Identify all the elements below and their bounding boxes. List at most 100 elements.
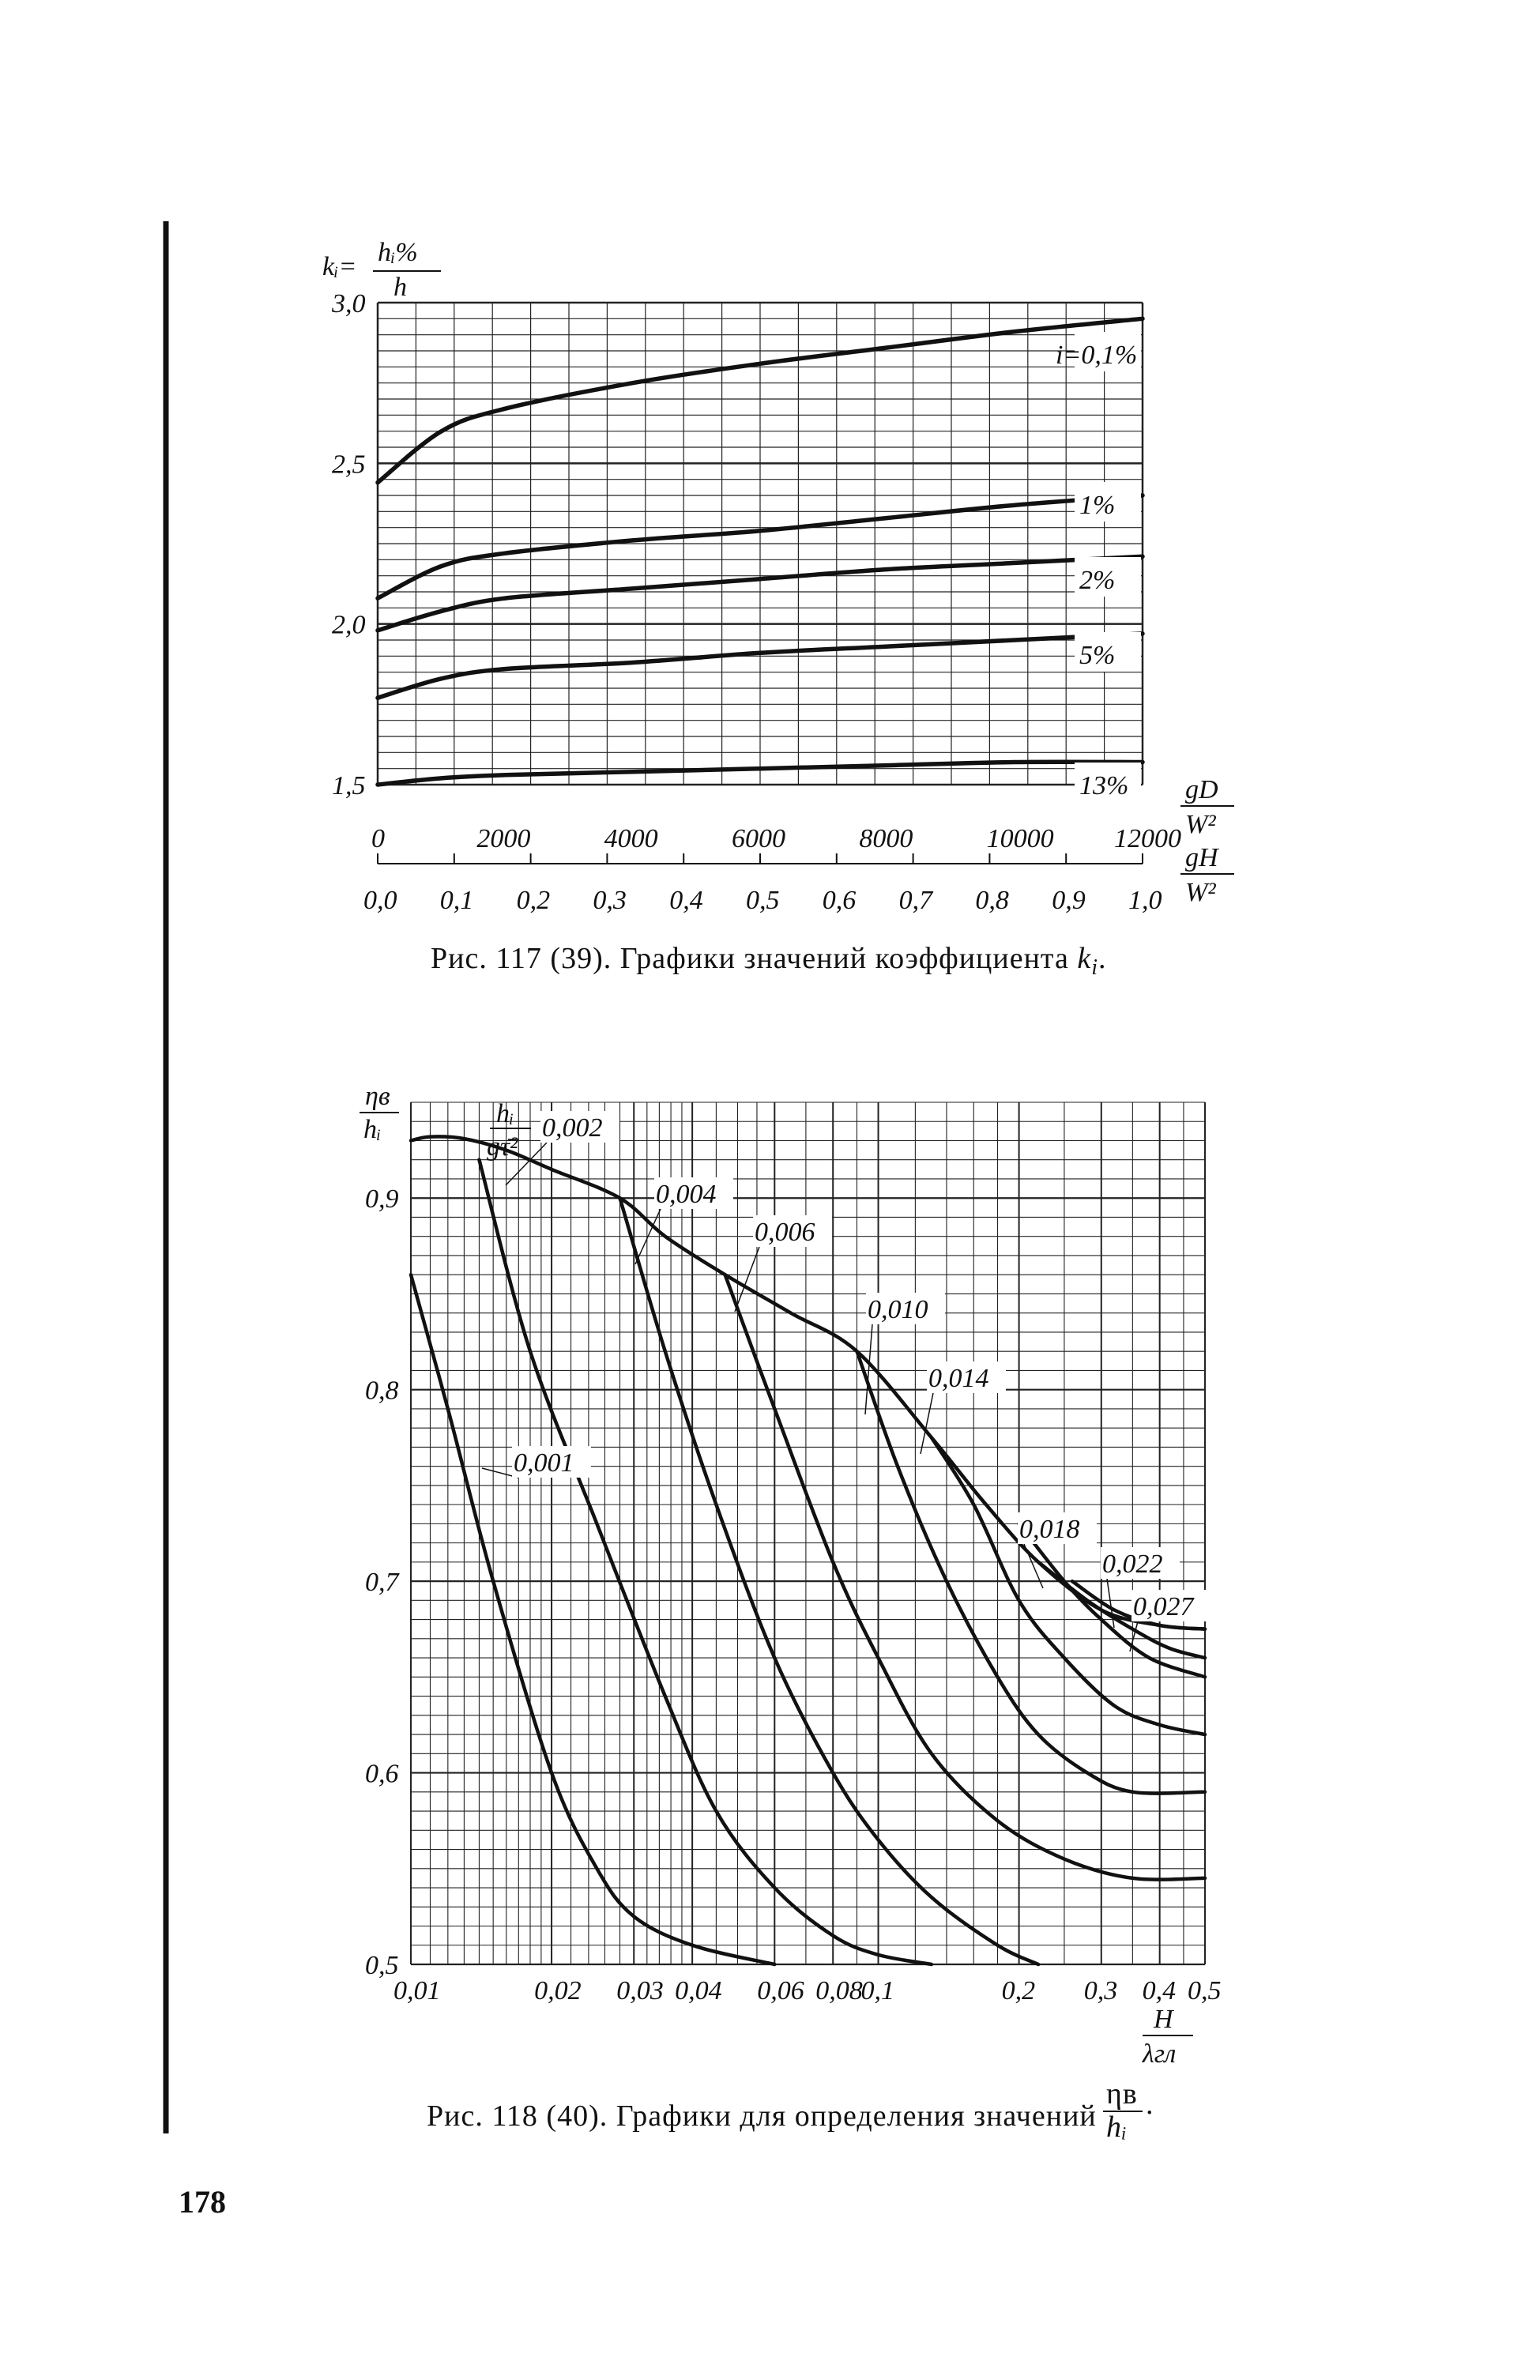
figure-118-x-tick-label: 0,03 <box>616 1976 664 2005</box>
figure-117-x-tick-label: 12000 <box>1114 824 1181 853</box>
figure-118-series-label-bg <box>1131 1590 1211 1621</box>
figure-117-caption-prefix: Рис. 117 (39). Графики значений коэффици… <box>431 942 1077 975</box>
figure-117-x-tick-label: 6000 <box>732 824 785 853</box>
figure-118-series-line <box>409 1272 777 1967</box>
figure-118-x-tick-label: 0,01 <box>393 1976 441 2005</box>
figure-118-series-line <box>1017 1522 1207 1679</box>
figure-117-x1-unit-num: gD <box>1185 775 1218 804</box>
figure-117-x-tick-label: 4000 <box>604 824 658 853</box>
figure-117-ylabel-top: kᵢ= <box>322 252 356 281</box>
figure-117-caption-subscript: i <box>1091 955 1098 980</box>
figure-118-label-leader <box>1106 1578 1115 1629</box>
figure-118-series-label-bg <box>866 1293 945 1324</box>
figure-118-x-tick-label: 0,06 <box>757 1976 804 2005</box>
figure-118-x-tick-label: 0,08 <box>815 1976 863 2005</box>
figure-118-y-tick-label: 0,6 <box>365 1760 399 1789</box>
figure-117-grid <box>376 301 1144 786</box>
figure-117-ticks: 1,5 2,0 2,5 3,0 0 2000 4000 6000 8000 10000 12000 0… <box>331 289 1181 915</box>
figure-117-series-label-bg <box>1075 557 1141 597</box>
figure-117-series-line <box>375 554 1145 633</box>
figure-118-caption-frac-den: hᵢ <box>1106 2111 1128 2144</box>
figure-117-series-line <box>375 759 1145 787</box>
figure-118-series-label: 0,014 <box>928 1364 989 1393</box>
figure-118-series-label-bg <box>753 1215 832 1247</box>
figure-118-label-leader <box>1023 1543 1044 1589</box>
figure-118: 0,50,60,70,80,90,01 0,02 0,03 0,04 0,06 0,080… <box>360 1082 1222 2144</box>
figure-118-series-label-bg <box>654 1177 733 1209</box>
figure-117-series-label-bg <box>1075 482 1141 522</box>
figure-117-x2-tick-label: 0,8 <box>975 886 1009 915</box>
figure-117-series-label-bg <box>1075 632 1141 672</box>
figure-117-series-line <box>375 493 1145 601</box>
figure-118-series-label: 0,001 <box>514 1448 574 1478</box>
figure-118-x-tick-label: 0,1 <box>861 1976 895 2005</box>
figure-118-y-tick-label: 0,7 <box>365 1568 401 1597</box>
figure-117-caption-symbol: k <box>1077 942 1091 975</box>
figure-117-x2-tick-label: 0,6 <box>823 886 857 915</box>
figure-117-y-tick-label: 2,5 <box>332 450 366 479</box>
figure-118-x-tick-label: 0,04 <box>675 1976 722 2005</box>
figure-118-caption-prefix: Рис. 118 (40). Графики для определения з… <box>427 2099 1097 2133</box>
figure-118-xlabel-den: λгл <box>1142 2039 1176 2069</box>
figure-118-x-tick-label: 0,5 <box>1188 1976 1222 2005</box>
figure-118-series-line <box>618 1196 1041 1967</box>
figure-117-series-label: i=0,1% <box>1056 341 1137 370</box>
figure-117-series-label: 1% <box>1079 491 1115 520</box>
figure-118-x-tick-label: 0,02 <box>534 1976 582 2005</box>
figure-118-series-line <box>855 1349 1207 1795</box>
figure-118-curves <box>409 1135 1207 1967</box>
figure-117-y-tick-label: 1,5 <box>332 771 366 800</box>
figure-118-param-num: hᵢ <box>496 1099 514 1128</box>
figure-117-series-label: 5% <box>1079 641 1115 670</box>
figure-118-x-tick-label: 0,3 <box>1084 1976 1118 2005</box>
figure-118-series-line <box>477 1158 934 1967</box>
figure-117-x2-tick-label: 0,9 <box>1052 886 1086 915</box>
figure-117-series-line <box>375 631 1145 700</box>
figure-118-series-label: 0,010 <box>868 1295 928 1324</box>
figure-118-series-line <box>929 1436 1207 1737</box>
figure-117-x-tick-label: 2000 <box>476 824 530 853</box>
figure-117-x2-tick-label: 0,0 <box>363 886 397 915</box>
figure-117-series-line <box>375 316 1145 485</box>
figure-118-series-label-bg <box>540 1111 619 1143</box>
figure-118-x-tick-label: 0,4 <box>1143 1976 1177 2005</box>
figure-118-label-leader <box>864 1324 873 1415</box>
figure-118-series-label-bg <box>512 1446 591 1478</box>
figure-118-series-label: 0,022 <box>1102 1550 1163 1579</box>
figure-118-grid <box>410 1102 1206 1966</box>
figure-117-x2-tick-label: 0,5 <box>746 886 780 915</box>
figure-117-x-tick-label: 8000 <box>859 824 913 853</box>
figure-118-series-label: 0,006 <box>755 1218 815 1247</box>
figure-117-caption-suffix: . <box>1098 942 1107 975</box>
figure-118-series-line <box>409 1135 1207 1631</box>
figure-118-caption-suffix: . <box>1146 2088 1154 2121</box>
figure-117-series-label: 2% <box>1079 566 1115 595</box>
figure-118-caption: Рис. 118 (40). Графики для определения з… <box>427 2099 1097 2133</box>
figure-117-x-tick-label: 10000 <box>987 824 1054 853</box>
figure-118-label-leader <box>505 1142 548 1186</box>
figure-117-x2-tick-label: 0,3 <box>593 886 627 915</box>
figure-118-ylabel-num: ηв <box>365 1082 390 1111</box>
figure-117: i=0,1% 1% 2% 5% 13% 1,5 2,0 2,5 3,0 0 2000 4000 600… <box>322 238 1234 980</box>
figure-117-series-label: 13% <box>1079 771 1128 800</box>
figure-117-x1-unit-den: W² <box>1185 810 1216 839</box>
figure-118-label-leader <box>1129 1621 1139 1652</box>
figure-118-x-tick-label: 0,2 <box>1002 1976 1036 2005</box>
figure-117-caption: Рис. 117 (39). Графики значений коэффици… <box>431 942 1107 980</box>
figure-117-x2-tick-label: 0,1 <box>440 886 474 915</box>
figure-117-x2-unit-den: W² <box>1185 878 1216 907</box>
figure-118-label-leader <box>634 1208 661 1265</box>
figure-118-ylabel-den: hᵢ <box>363 1115 381 1144</box>
figure-118-caption-frac-num: ηв <box>1106 2077 1138 2111</box>
figure-118-y-tick-label: 0,9 <box>365 1184 399 1214</box>
figure-117-x2-unit-num: gH <box>1185 843 1220 872</box>
figure-118-series-label: 0,018 <box>1019 1515 1080 1544</box>
figure-118-y-tick-label: 0,8 <box>365 1376 399 1406</box>
figure-117-ylabel-den: h <box>393 273 407 302</box>
figure-118-series-label: 0,004 <box>656 1180 717 1209</box>
figure-117-y-tick-label: 2,0 <box>332 611 366 640</box>
figure-117-series-label-bg <box>1075 332 1141 371</box>
figure-118-series-label: 0,027 <box>1133 1592 1195 1621</box>
figure-118-label-leader <box>734 1246 760 1312</box>
